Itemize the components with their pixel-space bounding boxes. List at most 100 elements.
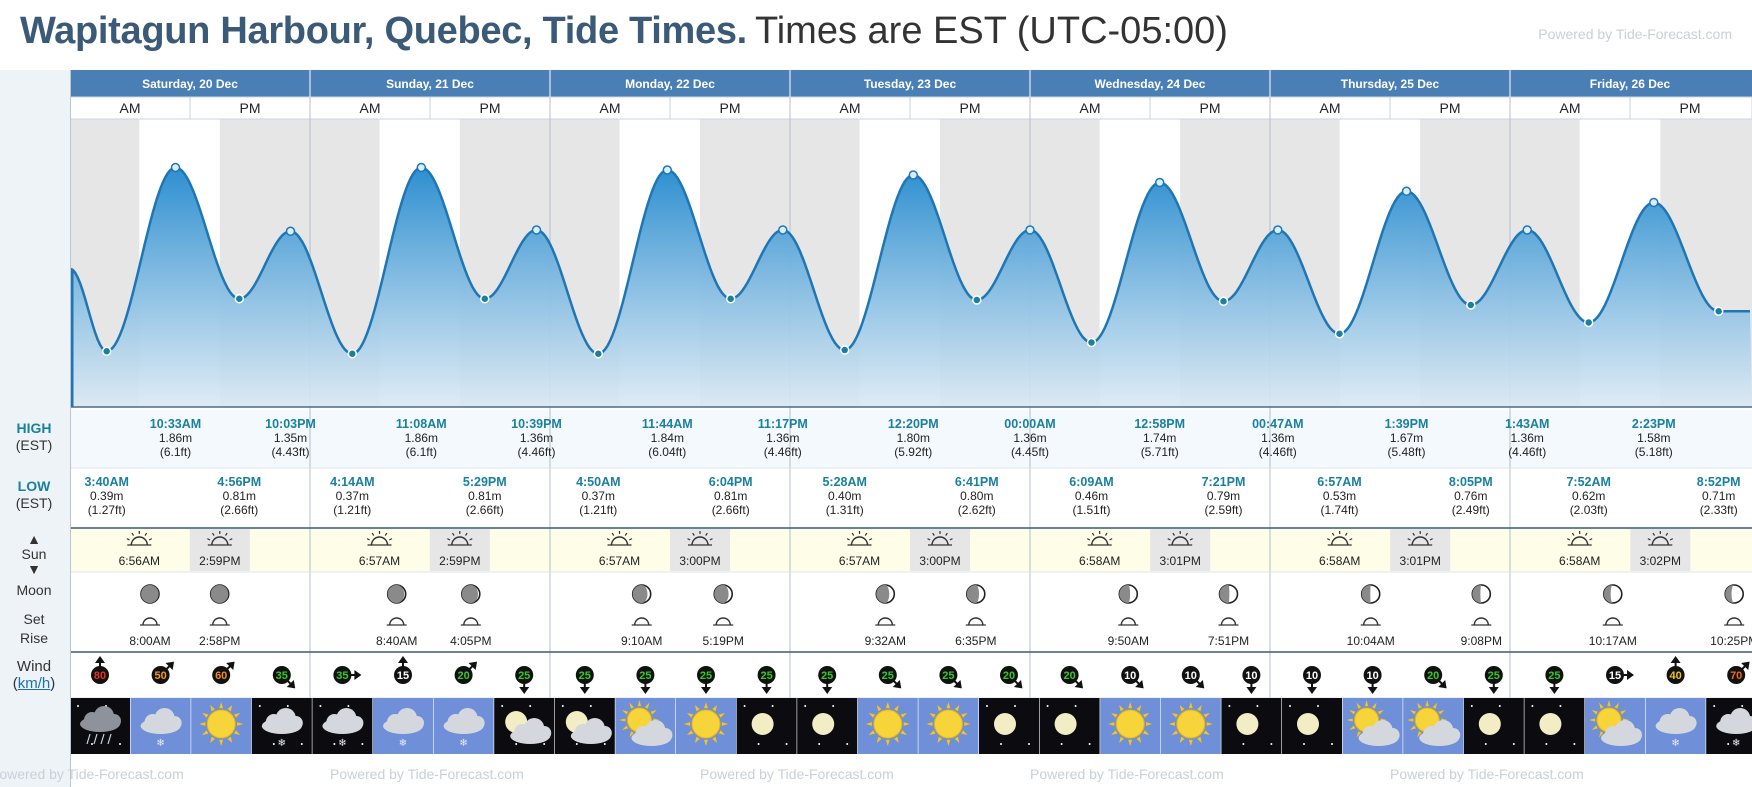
wind-speed-badge: [1484, 666, 1503, 684]
weather-sun-cloud-icon: [1342, 698, 1403, 754]
sun-ray: [894, 736, 899, 744]
wind-indicator: 80: [91, 656, 109, 684]
moon-shade: [1472, 585, 1482, 603]
low-tide-meters: 0.71m: [1702, 489, 1735, 503]
moon-shade: [387, 585, 405, 603]
moon-shade: [210, 585, 229, 603]
snowflake-icon: ❄: [459, 738, 467, 749]
wind-speed-badge: [1181, 666, 1200, 684]
star: [333, 743, 336, 745]
weather-cloud-rain-icon: [70, 698, 130, 754]
star: [258, 705, 261, 707]
wind-speed: 15: [1609, 670, 1621, 682]
moon-disc: [994, 713, 1016, 735]
sun-ray: [1111, 730, 1118, 735]
sun-ray: [1142, 713, 1150, 718]
sun-ray: [233, 730, 241, 735]
low-tide-feet: (2.66ft): [466, 503, 504, 517]
title-timezone: Times are EST (UTC-05:00): [754, 10, 1228, 52]
low-tide-meters: 0.37m: [336, 489, 369, 503]
star: [1498, 705, 1501, 707]
weather-sun-icon: [676, 698, 736, 754]
high-tide-time: 11:17PM: [758, 417, 808, 431]
wind-speed: 50: [154, 670, 166, 682]
sun-ray: [606, 538, 610, 541]
sunrise-time: 6:57AM: [359, 554, 400, 568]
wind-speed-badge: [878, 666, 897, 684]
wind-speed: 25: [700, 670, 712, 682]
wind-arrow-head: [1627, 670, 1634, 680]
sun-disc: [206, 709, 236, 739]
sunrise-time: 6:58AM: [1319, 554, 1360, 568]
sun-ray: [864, 532, 868, 536]
sun-ray: [469, 538, 473, 541]
moon-time: 9:50AM: [1108, 634, 1149, 648]
sun-arc: [850, 536, 869, 546]
high-tide-meters: 1.84m: [651, 431, 684, 445]
sun-ray: [961, 730, 968, 735]
cloud-part: [1682, 716, 1697, 730]
high-tide-meters: 1.74m: [1143, 431, 1176, 445]
star: [77, 705, 79, 707]
sun-ray: [851, 532, 855, 536]
star: [1046, 705, 1049, 707]
powered-by-credit[interactable]: Powered by Tide-Forecast.com: [1538, 26, 1732, 42]
star: [743, 705, 746, 707]
sunset-icon: [207, 531, 233, 546]
sun-ray: [1607, 700, 1611, 707]
sun-ray: [865, 722, 872, 726]
star: [347, 705, 350, 707]
star: [561, 705, 564, 707]
high-tide-meters: 1.67m: [1390, 431, 1423, 445]
cloud-part: [1743, 716, 1752, 730]
cloud-part: [288, 716, 303, 730]
high-label-text: HIGH: [16, 420, 52, 436]
wind-speed: 10: [1306, 670, 1318, 682]
day-label: Friday, 26 Dec: [1590, 77, 1671, 91]
sunset-icon: [687, 531, 713, 546]
high-tide-meters: 1.86m: [159, 431, 192, 445]
bottom-credit: Powered by Tide-Forecast.com: [1030, 766, 1224, 782]
low-tide-feet: (2.62ft): [958, 503, 996, 517]
low-label-tz: (EST): [15, 495, 53, 511]
low-tide-meters: 0.40m: [828, 489, 861, 503]
low-tide-time: 5:28AM: [822, 475, 866, 489]
moon-shade: [1119, 585, 1131, 603]
star: [515, 743, 518, 745]
wind-speed: 25: [1548, 670, 1560, 682]
sun-ray: [1652, 532, 1656, 536]
moon-disc: [1478, 713, 1501, 735]
high-tide-meters: 1.36m: [1511, 431, 1544, 445]
sun-ray: [1119, 736, 1124, 744]
wind-arrow-head: [1488, 687, 1499, 694]
star: [1741, 705, 1744, 707]
sun-ray: [451, 532, 455, 536]
pm-label: PM: [240, 100, 261, 116]
wind-arrow-head: [1246, 687, 1257, 694]
moon-shade: [714, 585, 729, 603]
wind-unit-link[interactable]: km/h: [17, 675, 51, 692]
wind-indicator: 15: [1606, 666, 1634, 684]
sun-ray: [1589, 538, 1593, 541]
low-tide-point: [347, 349, 358, 359]
high-tide-point: [662, 165, 673, 175]
star: [1014, 705, 1016, 707]
sun-ray: [1591, 710, 1598, 715]
low-label-text: LOW: [17, 478, 51, 494]
moonrise-icon: [1473, 617, 1489, 626]
sun-ray: [1407, 538, 1411, 541]
sun-ray: [686, 730, 694, 735]
low-tide-point: [480, 294, 490, 304]
sun-ray: [1179, 736, 1185, 744]
high-tide-time: 00:47AM: [1252, 417, 1303, 431]
sun-ray: [1599, 702, 1604, 709]
wind-speed: 70: [1730, 670, 1742, 682]
cloud-part: [167, 716, 182, 730]
high-tide-feet: (4.45ft): [1011, 445, 1049, 459]
am-label: AM: [840, 100, 861, 116]
sun-ray: [629, 538, 633, 541]
sunset-time: 3:00PM: [679, 554, 720, 568]
low-tide-time: 8:05PM: [1449, 475, 1493, 489]
sun-ray: [712, 736, 717, 744]
sun-ray: [1142, 730, 1150, 735]
